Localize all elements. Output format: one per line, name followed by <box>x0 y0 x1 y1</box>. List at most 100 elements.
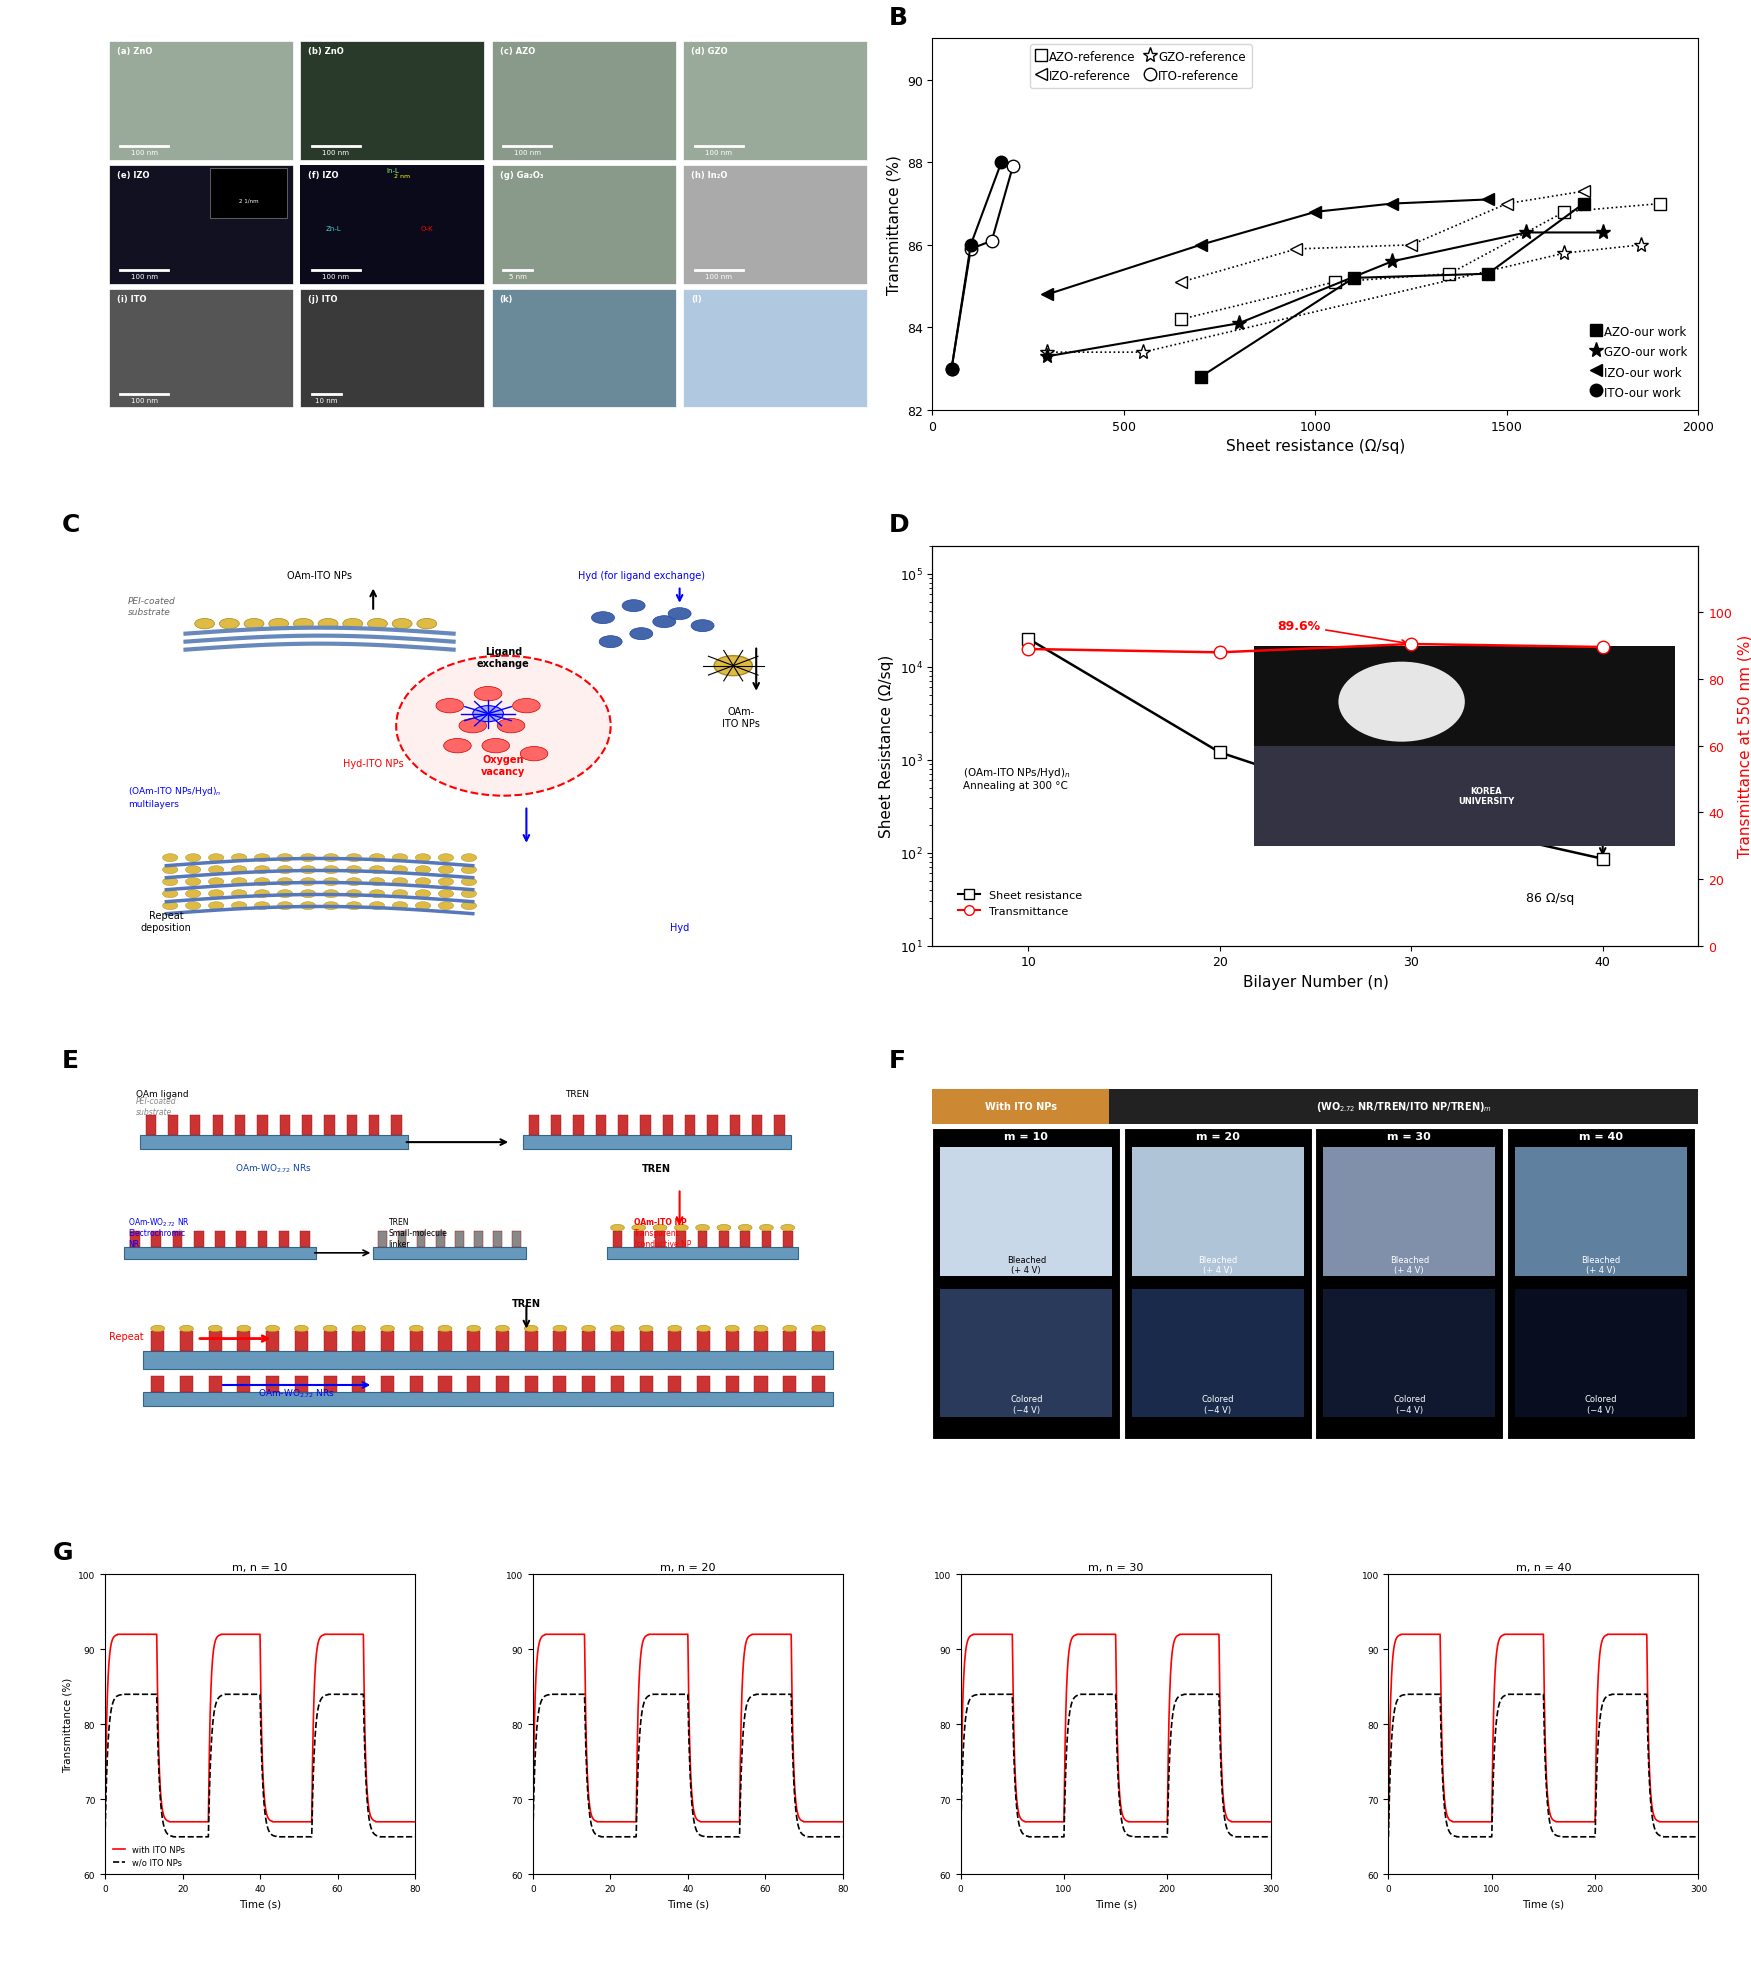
Circle shape <box>415 854 431 862</box>
Bar <box>492 41 676 160</box>
Circle shape <box>369 890 385 898</box>
Text: Electrochromic: Electrochromic <box>128 1229 186 1237</box>
Circle shape <box>632 1225 646 1231</box>
Text: TREN: TREN <box>511 1298 541 1308</box>
Bar <box>266 1332 278 1352</box>
Text: PEI-coated
substrate: PEI-coated substrate <box>128 598 175 616</box>
Circle shape <box>186 878 201 886</box>
Bar <box>525 1377 538 1393</box>
Text: OAm-WO$_{2.72}$ NRs: OAm-WO$_{2.72}$ NRs <box>235 1162 312 1174</box>
Bar <box>215 1231 224 1247</box>
Text: Repeat: Repeat <box>109 1332 144 1342</box>
Text: (j) ITO: (j) ITO <box>308 294 338 304</box>
Circle shape <box>667 1326 681 1332</box>
Bar <box>755 1377 767 1393</box>
Circle shape <box>324 866 338 874</box>
Circle shape <box>324 890 338 898</box>
Bar <box>613 1231 622 1247</box>
Bar <box>438 1332 452 1352</box>
Text: B: B <box>888 6 907 30</box>
Bar <box>774 1117 784 1134</box>
Text: 100 nm: 100 nm <box>513 150 541 156</box>
Text: OAm ligand: OAm ligand <box>137 1089 189 1099</box>
Bar <box>151 1332 165 1352</box>
Circle shape <box>352 1326 366 1332</box>
Circle shape <box>438 902 454 910</box>
Circle shape <box>347 902 362 910</box>
Bar <box>608 1247 798 1259</box>
Bar <box>347 1117 357 1134</box>
Circle shape <box>783 1326 797 1332</box>
Bar <box>208 1332 222 1352</box>
Bar <box>235 1117 245 1134</box>
Bar <box>525 1332 538 1352</box>
Bar <box>301 166 485 284</box>
Bar <box>1324 1288 1495 1417</box>
Circle shape <box>343 620 362 629</box>
Circle shape <box>461 866 476 874</box>
Circle shape <box>163 890 179 898</box>
Bar <box>683 166 867 284</box>
Text: m = 10: m = 10 <box>1005 1131 1049 1140</box>
Text: 100 nm: 100 nm <box>322 274 350 280</box>
Bar <box>595 1117 606 1134</box>
Circle shape <box>581 1326 595 1332</box>
Circle shape <box>611 1326 625 1332</box>
Bar <box>392 1117 401 1134</box>
Text: OAm-ITO NP: OAm-ITO NP <box>634 1217 686 1227</box>
Circle shape <box>496 1326 510 1332</box>
Text: OAm-WO$_{2.72}$ NRs: OAm-WO$_{2.72}$ NRs <box>257 1387 334 1399</box>
Circle shape <box>231 854 247 862</box>
Circle shape <box>524 1326 538 1332</box>
Bar <box>294 1332 308 1352</box>
Bar <box>581 1377 595 1393</box>
Circle shape <box>692 620 714 631</box>
Text: Repeat
deposition: Repeat deposition <box>140 912 193 931</box>
Text: 2 1/nm: 2 1/nm <box>238 199 259 203</box>
Circle shape <box>368 620 387 629</box>
Text: C: C <box>61 513 79 537</box>
Bar <box>812 1332 825 1352</box>
Circle shape <box>301 890 315 898</box>
Circle shape <box>277 878 292 886</box>
Bar <box>553 1332 566 1352</box>
Bar <box>397 1231 406 1247</box>
Bar <box>238 1377 250 1393</box>
Bar <box>676 1231 686 1247</box>
Text: Small-molecule: Small-molecule <box>389 1229 447 1237</box>
Text: /conductive NP: /conductive NP <box>634 1239 692 1249</box>
X-axis label: Time (s): Time (s) <box>1522 1898 1565 1908</box>
Text: linker: linker <box>389 1239 410 1249</box>
Bar <box>762 1231 770 1247</box>
Text: (c) AZO: (c) AZO <box>499 47 534 55</box>
Circle shape <box>301 866 315 874</box>
Text: G: G <box>53 1541 74 1565</box>
Bar <box>294 1377 308 1393</box>
Text: Hyd-ITO NPs: Hyd-ITO NPs <box>343 758 403 767</box>
Text: Ligand
exchange: Ligand exchange <box>476 647 531 669</box>
Text: OAm-
ITO NPs: OAm- ITO NPs <box>721 706 760 728</box>
Bar <box>641 1117 651 1134</box>
Bar <box>417 1231 425 1247</box>
Bar <box>212 1117 222 1134</box>
Bar <box>410 1377 422 1393</box>
Circle shape <box>599 637 622 649</box>
Text: (e) IZO: (e) IZO <box>117 170 149 180</box>
Circle shape <box>301 878 315 886</box>
Circle shape <box>392 890 408 898</box>
Text: In-L: In-L <box>385 168 399 174</box>
Bar <box>932 1089 1108 1125</box>
Circle shape <box>231 902 247 910</box>
Y-axis label: Transmittance (%): Transmittance (%) <box>886 156 902 296</box>
Circle shape <box>811 1326 825 1332</box>
Bar <box>455 1231 464 1247</box>
Text: Zn-L: Zn-L <box>326 227 341 233</box>
Bar <box>932 1129 1121 1438</box>
Circle shape <box>714 657 753 677</box>
Circle shape <box>194 620 215 629</box>
Text: (OAm-ITO NPs/Hyd)$_n$
Annealing at 300 °C: (OAm-ITO NPs/Hyd)$_n$ Annealing at 300 °… <box>963 766 1070 791</box>
Legend: with ITO NPs, w/o ITO NPs: with ITO NPs, w/o ITO NPs <box>109 1841 187 1870</box>
Bar <box>352 1332 366 1352</box>
Bar <box>494 1231 503 1247</box>
Bar <box>720 1231 728 1247</box>
